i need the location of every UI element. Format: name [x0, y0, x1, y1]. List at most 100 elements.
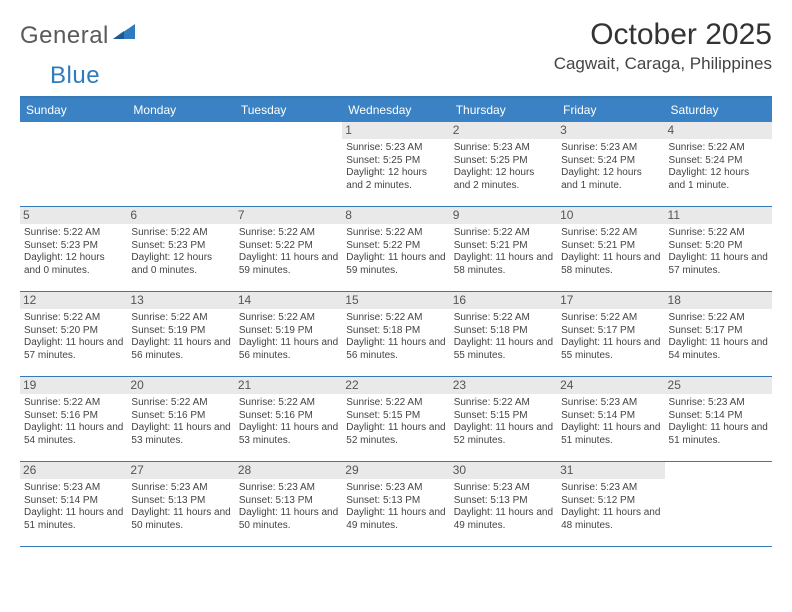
daylight-line: Daylight: 11 hours and 52 minutes.: [454, 422, 553, 447]
day-number: 22: [342, 377, 449, 394]
sunrise-line: Sunrise: 5:22 AM: [131, 227, 230, 240]
calendar: SundayMondayTuesdayWednesdayThursdayFrid…: [20, 96, 772, 547]
day-cell: 9Sunrise: 5:22 AMSunset: 5:21 PMDaylight…: [450, 207, 557, 291]
daylight-line: Daylight: 11 hours and 58 minutes.: [561, 252, 660, 277]
sunrise-line: Sunrise: 5:22 AM: [561, 312, 660, 325]
sunset-line: Sunset: 5:20 PM: [669, 240, 768, 253]
sunrise-line: Sunrise: 5:23 AM: [561, 397, 660, 410]
sunset-line: Sunset: 5:19 PM: [239, 325, 338, 338]
day-cell: 6Sunrise: 5:22 AMSunset: 5:23 PMDaylight…: [127, 207, 234, 291]
day-number: 1: [342, 122, 449, 139]
sunrise-line: Sunrise: 5:22 AM: [131, 312, 230, 325]
daylight-line: Daylight: 12 hours and 1 minute.: [561, 167, 660, 192]
daylight-line: Daylight: 11 hours and 57 minutes.: [24, 337, 123, 362]
day-header: Tuesday: [235, 98, 342, 122]
day-number: 26: [20, 462, 127, 479]
sunset-line: Sunset: 5:25 PM: [346, 155, 445, 168]
day-cell: 10Sunrise: 5:22 AMSunset: 5:21 PMDayligh…: [557, 207, 664, 291]
sunset-line: Sunset: 5:14 PM: [669, 410, 768, 423]
day-cell: 3Sunrise: 5:23 AMSunset: 5:24 PMDaylight…: [557, 122, 664, 206]
sunset-line: Sunset: 5:15 PM: [346, 410, 445, 423]
sunset-line: Sunset: 5:13 PM: [346, 495, 445, 508]
sunrise-line: Sunrise: 5:22 AM: [346, 312, 445, 325]
sunset-line: Sunset: 5:13 PM: [239, 495, 338, 508]
sunrise-line: Sunrise: 5:23 AM: [561, 482, 660, 495]
sunset-line: Sunset: 5:16 PM: [24, 410, 123, 423]
day-cell: 28Sunrise: 5:23 AMSunset: 5:13 PMDayligh…: [235, 462, 342, 546]
day-cell: [235, 122, 342, 206]
week-row: 19Sunrise: 5:22 AMSunset: 5:16 PMDayligh…: [20, 377, 772, 462]
day-number: 13: [127, 292, 234, 309]
day-header: Sunday: [20, 98, 127, 122]
day-cell: 7Sunrise: 5:22 AMSunset: 5:22 PMDaylight…: [235, 207, 342, 291]
sunrise-line: Sunrise: 5:23 AM: [346, 482, 445, 495]
week-row: 12Sunrise: 5:22 AMSunset: 5:20 PMDayligh…: [20, 292, 772, 377]
sunrise-line: Sunrise: 5:22 AM: [239, 312, 338, 325]
sunrise-line: Sunrise: 5:22 AM: [454, 227, 553, 240]
daylight-line: Daylight: 11 hours and 51 minutes.: [669, 422, 768, 447]
logo-text-blue: Blue: [50, 62, 100, 90]
day-cell: 25Sunrise: 5:23 AMSunset: 5:14 PMDayligh…: [665, 377, 772, 461]
daylight-line: Daylight: 12 hours and 0 minutes.: [131, 252, 230, 277]
location: Cagwait, Caraga, Philippines: [554, 54, 772, 74]
day-cell: 11Sunrise: 5:22 AMSunset: 5:20 PMDayligh…: [665, 207, 772, 291]
sunrise-line: Sunrise: 5:23 AM: [454, 142, 553, 155]
day-number: 9: [450, 207, 557, 224]
sunrise-line: Sunrise: 5:22 AM: [239, 397, 338, 410]
month-title: October 2025: [554, 18, 772, 52]
sunrise-line: Sunrise: 5:23 AM: [669, 397, 768, 410]
sunset-line: Sunset: 5:16 PM: [239, 410, 338, 423]
day-number: 4: [665, 122, 772, 139]
day-header: Saturday: [665, 98, 772, 122]
sunrise-line: Sunrise: 5:22 AM: [24, 227, 123, 240]
day-cell: 22Sunrise: 5:22 AMSunset: 5:15 PMDayligh…: [342, 377, 449, 461]
day-number: 24: [557, 377, 664, 394]
day-header: Thursday: [450, 98, 557, 122]
sunrise-line: Sunrise: 5:23 AM: [239, 482, 338, 495]
sunrise-line: Sunrise: 5:22 AM: [669, 227, 768, 240]
day-number: 18: [665, 292, 772, 309]
sunset-line: Sunset: 5:13 PM: [131, 495, 230, 508]
day-number: 15: [342, 292, 449, 309]
day-cell: [665, 462, 772, 546]
sunset-line: Sunset: 5:15 PM: [454, 410, 553, 423]
sunset-line: Sunset: 5:23 PM: [131, 240, 230, 253]
sunrise-line: Sunrise: 5:23 AM: [454, 482, 553, 495]
sunrise-line: Sunrise: 5:22 AM: [346, 227, 445, 240]
day-header: Wednesday: [342, 98, 449, 122]
sunset-line: Sunset: 5:23 PM: [24, 240, 123, 253]
day-cell: 1 Sunrise: 5:23 AMSunset: 5:25 PMDaylight…: [342, 122, 449, 206]
sunrise-line: Sunrise: 5:23 AM: [24, 482, 123, 495]
day-cell: 12Sunrise: 5:22 AMSunset: 5:20 PMDayligh…: [20, 292, 127, 376]
day-cell: 23Sunrise: 5:22 AMSunset: 5:15 PMDayligh…: [450, 377, 557, 461]
daylight-line: Daylight: 12 hours and 2 minutes.: [346, 167, 445, 192]
day-number: 16: [450, 292, 557, 309]
day-cell: 16Sunrise: 5:22 AMSunset: 5:18 PMDayligh…: [450, 292, 557, 376]
day-header: Friday: [557, 98, 664, 122]
sunrise-line: Sunrise: 5:22 AM: [669, 142, 768, 155]
day-cell: [127, 122, 234, 206]
daylight-line: Daylight: 11 hours and 55 minutes.: [561, 337, 660, 362]
sunrise-line: Sunrise: 5:22 AM: [669, 312, 768, 325]
sunset-line: Sunset: 5:16 PM: [131, 410, 230, 423]
sunset-line: Sunset: 5:12 PM: [561, 495, 660, 508]
day-cell: 14Sunrise: 5:22 AMSunset: 5:19 PMDayligh…: [235, 292, 342, 376]
day-header-row: SundayMondayTuesdayWednesdayThursdayFrid…: [20, 98, 772, 122]
daylight-line: Daylight: 11 hours and 59 minutes.: [239, 252, 338, 277]
day-cell: 8Sunrise: 5:22 AMSunset: 5:22 PMDaylight…: [342, 207, 449, 291]
sunrise-line: Sunrise: 5:22 AM: [346, 397, 445, 410]
daylight-line: Daylight: 11 hours and 58 minutes.: [454, 252, 553, 277]
daylight-line: Daylight: 11 hours and 56 minutes.: [346, 337, 445, 362]
daylight-line: Daylight: 12 hours and 2 minutes.: [454, 167, 553, 192]
daylight-line: Daylight: 11 hours and 51 minutes.: [561, 422, 660, 447]
sunset-line: Sunset: 5:13 PM: [454, 495, 553, 508]
daylight-line: Daylight: 11 hours and 50 minutes.: [239, 507, 338, 532]
sunrise-line: Sunrise: 5:23 AM: [346, 142, 445, 155]
sunrise-line: Sunrise: 5:22 AM: [454, 397, 553, 410]
day-number: 19: [20, 377, 127, 394]
day-number: 29: [342, 462, 449, 479]
week-row: 1Sunrise: 5:23 AMSunset: 5:25 PMDaylight…: [20, 122, 772, 207]
day-cell: 4Sunrise: 5:22 AMSunset: 5:24 PMDaylight…: [665, 122, 772, 206]
daylight-line: Daylight: 12 hours and 0 minutes.: [24, 252, 123, 277]
sunrise-line: Sunrise: 5:22 AM: [24, 312, 123, 325]
